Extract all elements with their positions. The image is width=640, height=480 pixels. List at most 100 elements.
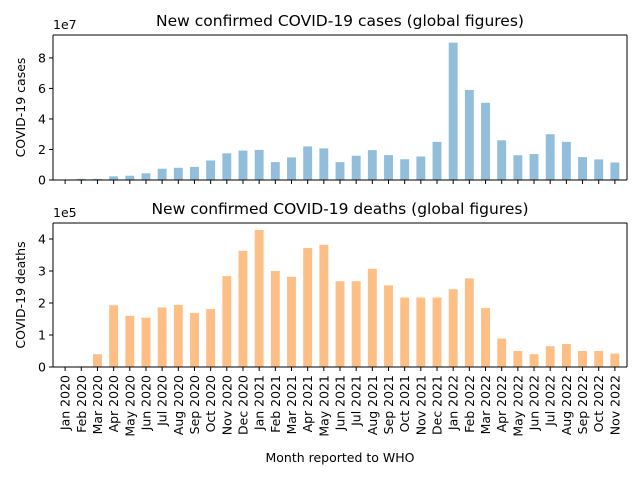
cases-bar <box>270 162 280 180</box>
deaths-xtick-label: Mar 2022 <box>478 375 493 434</box>
cases-bar <box>319 148 329 180</box>
cases-bar <box>303 146 313 180</box>
deaths-y-axis-label: COVID-19 deaths <box>13 241 28 348</box>
deaths-xtick-label: Nov 2022 <box>607 375 622 435</box>
deaths-xtick-label: Jun 2021 <box>333 375 348 431</box>
deaths-bar <box>545 346 555 367</box>
cases-bar <box>190 166 199 180</box>
deaths-x-axis-label: Month reported to WHO <box>265 450 414 465</box>
deaths-ytick-label: 1 <box>38 328 46 343</box>
cases-bar <box>141 173 151 180</box>
cases-bar <box>351 155 361 180</box>
cases-bar <box>238 150 248 180</box>
cases-bar <box>578 157 587 180</box>
cases-bar <box>76 178 86 180</box>
deaths-bar <box>93 354 102 367</box>
deaths-bar <box>497 338 507 367</box>
deaths-xtick-label: Jan 2022 <box>446 375 461 431</box>
deaths-ytick-label: 3 <box>38 264 46 279</box>
cases-bar <box>173 167 183 180</box>
deaths-xtick-label: Apr 2022 <box>494 375 509 432</box>
cases-bar <box>513 155 523 180</box>
cases-bar <box>481 102 490 180</box>
deaths-bar <box>254 230 264 367</box>
cases-bar <box>448 42 458 181</box>
deaths-xtick-label: Jan 2021 <box>252 375 267 431</box>
deaths-xtick-label: Feb 2021 <box>268 375 283 433</box>
cases-ytick-label: 2 <box>38 142 46 157</box>
cases-bar <box>561 141 571 180</box>
cases-bar <box>93 178 102 180</box>
deaths-bar <box>238 250 248 367</box>
deaths-bar <box>529 354 539 367</box>
deaths-xtick-label: Sep 2021 <box>381 375 396 434</box>
deaths-xtick-label: May 2022 <box>510 375 525 437</box>
deaths-xtick-label: Sep 2022 <box>575 375 590 434</box>
deaths-bar <box>464 278 474 367</box>
deaths-bar <box>351 281 361 367</box>
cases-ytick-label: 4 <box>38 111 46 126</box>
cases-bar <box>367 150 377 180</box>
deaths-bar <box>222 276 232 367</box>
deaths-bar <box>416 297 426 367</box>
cases-bar <box>610 162 620 180</box>
deaths-xtick-label: May 2021 <box>316 375 331 437</box>
cases-bar <box>400 159 410 180</box>
cases-bar <box>464 89 474 180</box>
deaths-bar <box>432 297 442 367</box>
deaths-xtick-label: Jan 2020 <box>58 375 73 431</box>
deaths-bar <box>125 315 135 367</box>
deaths-xtick-label: Aug 2020 <box>171 375 186 435</box>
cases-ytick-label: 0 <box>38 173 46 188</box>
deaths-bar <box>319 244 329 367</box>
cases-bar <box>222 153 232 180</box>
deaths-bar <box>206 309 216 367</box>
deaths-xtick-label: Mar 2021 <box>284 375 299 434</box>
cases-bar <box>594 159 604 180</box>
cases-ytick-label: 8 <box>38 50 46 65</box>
deaths-xtick-label: Sep 2020 <box>187 375 202 434</box>
cases-bar <box>157 168 167 180</box>
deaths-xtick-label: Apr 2021 <box>300 375 315 432</box>
cases-bar <box>109 176 119 180</box>
cases-bar <box>529 154 539 180</box>
deaths-bar <box>270 271 280 367</box>
deaths-bar <box>561 343 571 367</box>
deaths-bar <box>141 317 151 367</box>
deaths-scale-label: 1e5 <box>53 205 77 220</box>
deaths-xtick-label: Nov 2020 <box>219 375 234 435</box>
deaths-xtick-label: Apr 2020 <box>106 375 121 432</box>
cases-y-axis-label: COVID-19 cases <box>13 58 28 158</box>
cases-bar <box>206 160 216 180</box>
deaths-bar <box>513 351 523 367</box>
deaths-xtick-label: Jul 2022 <box>543 375 558 427</box>
deaths-xtick-label: Oct 2020 <box>203 375 218 432</box>
deaths-xtick-label: Dec 2021 <box>430 375 445 435</box>
deaths-bar <box>481 308 490 367</box>
deaths-bar <box>173 304 183 367</box>
deaths-xtick-label: Jul 2021 <box>349 375 364 427</box>
deaths-xtick-label: Aug 2022 <box>559 375 574 435</box>
cases-bar <box>254 149 264 180</box>
cases-bar <box>125 175 135 180</box>
deaths-bar <box>335 281 345 367</box>
deaths-ytick-label: 2 <box>38 296 46 311</box>
deaths-bar <box>400 297 410 367</box>
deaths-chart-title: New confirmed COVID-19 deaths (global fi… <box>151 200 528 218</box>
cases-bar <box>287 157 296 180</box>
deaths-ytick-label: 4 <box>38 232 46 247</box>
deaths-bar <box>448 289 458 367</box>
deaths-xtick-label: Nov 2021 <box>413 375 428 435</box>
cases-bar <box>497 140 507 180</box>
deaths-bar <box>367 268 377 367</box>
deaths-bar <box>384 285 393 367</box>
cases-scale-label: 1e7 <box>53 17 77 32</box>
deaths-xtick-label: May 2020 <box>122 375 137 437</box>
cases-bar <box>335 162 345 180</box>
deaths-xtick-label: Jul 2020 <box>155 375 170 427</box>
deaths-bar <box>109 305 119 367</box>
deaths-bar <box>303 247 313 367</box>
deaths-xtick-label: Jun 2022 <box>527 375 542 431</box>
